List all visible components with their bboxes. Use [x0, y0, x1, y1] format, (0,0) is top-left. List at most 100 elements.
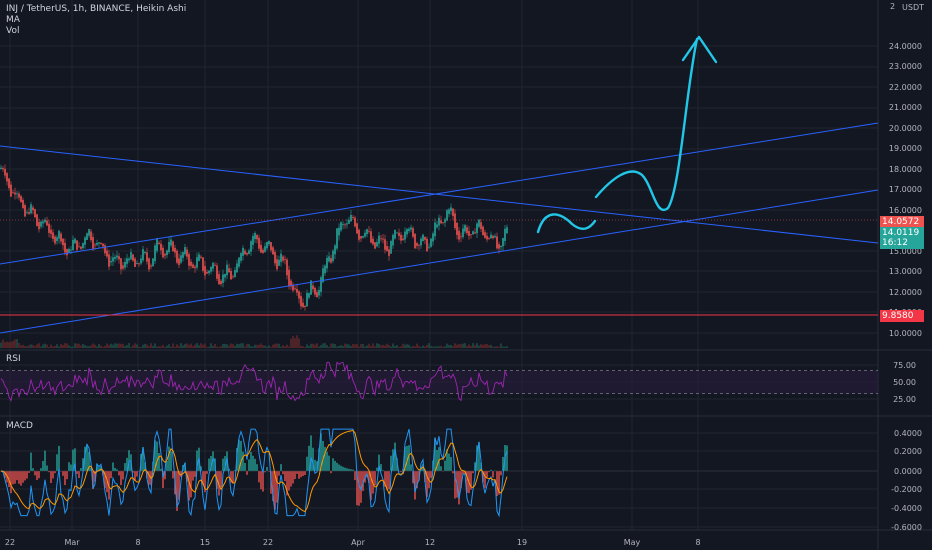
volume-bar — [68, 345, 70, 348]
macd-histogram-bar — [306, 456, 308, 471]
macd-histogram-bar — [10, 471, 12, 494]
volume-bar — [232, 344, 234, 348]
candle-body — [186, 249, 188, 257]
price-tick-label: 23.0000 — [889, 62, 922, 71]
ma-indicator-label[interactable]: MA — [6, 15, 20, 25]
macd-histogram-bar — [338, 464, 340, 471]
macd-histogram-bar — [238, 439, 240, 471]
volume-bar — [450, 344, 452, 348]
volume-bars — [0, 335, 508, 348]
volume-bar — [80, 345, 82, 348]
candle-body — [40, 221, 42, 227]
candle-body — [60, 233, 62, 242]
volume-bar — [466, 346, 468, 348]
macd-histogram-bar — [222, 458, 224, 471]
volume-bar — [402, 343, 404, 348]
candle-body — [90, 231, 92, 241]
candle-body — [108, 254, 110, 267]
volume-bar — [498, 346, 500, 348]
volume-bar — [328, 346, 330, 348]
candle-body — [404, 231, 406, 240]
macd-histogram-bar — [114, 467, 116, 471]
volume-bar — [400, 346, 402, 348]
candle-body — [496, 236, 498, 249]
volume-bar — [286, 344, 288, 348]
candle-body — [18, 193, 20, 198]
candle-body — [478, 219, 480, 227]
candle-body — [368, 230, 370, 232]
candle-body — [202, 257, 204, 271]
macd-histogram-bar — [406, 445, 408, 471]
volume-bar — [60, 344, 62, 348]
volume-bar — [428, 343, 430, 348]
volume-bar — [304, 346, 306, 348]
macd-histogram-bar — [66, 471, 68, 480]
volume-bar — [108, 345, 110, 348]
volume-bar — [242, 343, 244, 348]
macd-histogram-bar — [484, 471, 486, 488]
macd-histogram-bar — [328, 455, 330, 471]
volume-bar — [184, 344, 186, 348]
candle-body — [192, 264, 194, 268]
price-tick-label: 19.0000 — [889, 144, 922, 153]
macd-histogram-bar — [52, 471, 54, 479]
symbol-legend[interactable]: INJ / TetherUS, 1h, BINANCE, Heikin Ashi — [6, 4, 187, 14]
volume-bar — [414, 346, 416, 348]
macd-histogram-bar — [490, 469, 492, 471]
candle-body — [46, 220, 48, 226]
volume-bar — [392, 343, 394, 348]
macd-histogram-bar — [320, 433, 322, 471]
candle-body — [304, 305, 306, 307]
candle-body — [96, 242, 98, 245]
macd-histogram-bar — [322, 440, 324, 471]
candle-body — [134, 258, 136, 267]
macd-histogram-bar — [252, 455, 254, 471]
macd-histogram-bar — [416, 471, 418, 488]
volume-bar — [358, 346, 360, 348]
volume-bar — [234, 345, 236, 348]
candle-body — [382, 238, 384, 240]
macd-histogram-bar — [466, 471, 468, 493]
macd-histogram-bar — [58, 445, 60, 471]
volume-bar — [382, 344, 384, 348]
candle-body — [440, 220, 442, 224]
macd-histogram-bar — [16, 471, 18, 481]
candle-body — [122, 265, 124, 269]
macd-histogram-bar — [344, 467, 346, 471]
macd-histogram-bar — [4, 471, 6, 478]
volume-bar — [380, 345, 382, 348]
candle-body — [296, 288, 298, 293]
macd-histogram-bar — [68, 462, 70, 471]
volume-bar — [168, 344, 170, 348]
candle-body — [196, 257, 198, 268]
vol-indicator-label[interactable]: Vol — [6, 26, 20, 36]
rsi-pane-label[interactable]: RSI — [6, 354, 21, 364]
macd-pane-label[interactable]: MACD — [6, 421, 33, 431]
candle-body — [336, 228, 338, 249]
macd-histogram-bar — [380, 464, 382, 471]
volume-bar — [412, 345, 414, 348]
currency-label[interactable]: USDT — [902, 3, 924, 12]
candle-body — [20, 196, 22, 203]
volume-bar — [4, 342, 6, 348]
candle-body — [292, 284, 294, 291]
candle-body — [286, 259, 288, 276]
price-tick-label: 18.0000 — [889, 165, 922, 174]
candle-body — [300, 296, 302, 307]
macd-histogram-bar — [264, 471, 266, 473]
candle-body — [214, 264, 216, 266]
macd-histogram-bar — [50, 471, 52, 483]
macd-histogram-bar — [218, 471, 220, 496]
volume-bar — [48, 346, 50, 348]
candle-body — [380, 238, 382, 240]
volume-bar — [18, 342, 20, 348]
candle-body — [416, 243, 418, 246]
candle-body — [506, 227, 508, 234]
candle-body — [234, 270, 236, 277]
macd-histogram-bar — [352, 469, 354, 471]
macd-histogram-bar — [232, 471, 234, 484]
candle-body — [34, 209, 36, 218]
volume-bar — [368, 343, 370, 348]
